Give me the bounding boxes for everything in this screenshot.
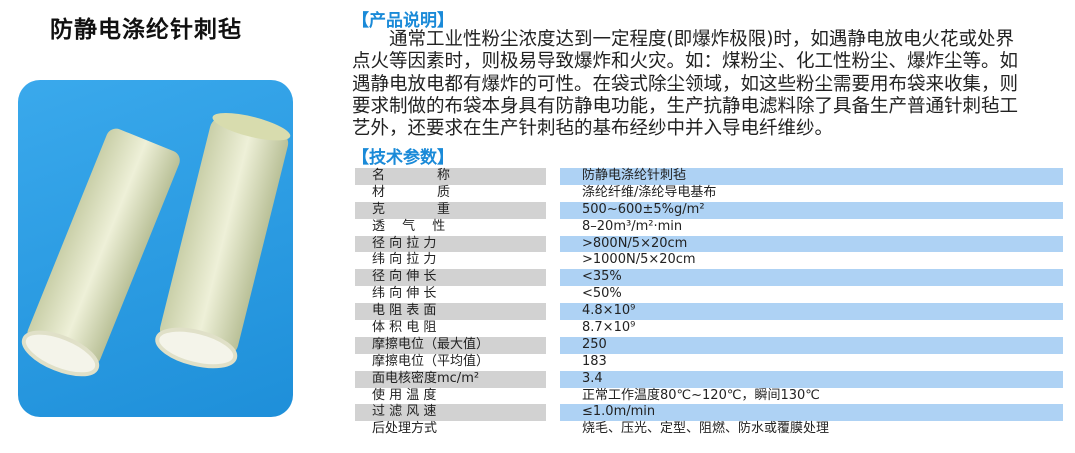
spec-label: 克 重 [355, 201, 546, 219]
spec-label: 体 积 电 阻 [372, 320, 437, 336]
spec-label: 使 用 温 度 [372, 387, 437, 403]
description-line: 通常工业性粉尘浓度达到一定程度(即爆炸极限)时，如遇静电放电火花或处界 [352, 29, 1014, 50]
spec-value: 183 [582, 353, 607, 369]
spec-label: 纬 向 伸 长 [372, 286, 437, 302]
product-photo [18, 80, 293, 417]
description-line: 要求制做的布袋本身具有防静电功能，生产抗静电滤料除了具备生产普通针刺毡工 [352, 95, 1019, 117]
spec-row: 体 积 电 阻 8.7×10⁹ [355, 320, 1063, 337]
spec-label: 过 滤 风 速 [355, 404, 546, 422]
spec-row: 过 滤 风 速 ≤1.0m/min [355, 404, 1063, 422]
spec-label: 面电核密度mc/m² [355, 370, 546, 388]
spec-value: 4.8×10⁹ [560, 303, 1063, 321]
spec-value: ≤1.0m/min [560, 404, 1063, 422]
spec-value: 烧毛、压光、定型、阻燃、防水或覆膜处理 [582, 421, 830, 437]
spec-value: >1000N/5×20cm [582, 252, 696, 268]
spec-label: 径 向 拉 力 [355, 235, 546, 253]
spec-row: 径 向 伸 长 <35% [355, 269, 1063, 287]
spec-value: 防静电涤纶针刺毡 [560, 168, 1063, 185]
product-title: 防静电涤纶针刺毡 [50, 17, 242, 43]
spec-row: 名 称防静电涤纶针刺毡 [355, 168, 1063, 185]
spec-label: 透 气 性 [372, 218, 446, 234]
spec-label: 电 阻 表 面 [355, 303, 546, 321]
spec-row: 克 重 500~600±5%g/m² [355, 201, 1063, 219]
spec-value: 8.7×10⁹ [582, 320, 636, 336]
spec-value: 8–20m³/m²·min [582, 218, 683, 234]
spec-label: 径 向 伸 长 [355, 269, 546, 287]
spec-row: 材 质 涤纶纤维/涤纶导电基布 [355, 185, 1063, 202]
spec-value: >800N/5×20cm [560, 235, 1063, 253]
spec-label: 纬 向 拉 力 [372, 252, 437, 268]
spec-row: 径 向 拉 力 >800N/5×20cm [355, 235, 1063, 253]
spec-label: 后处理方式 [372, 421, 438, 437]
spec-label: 名 称 [355, 168, 546, 185]
spec-value: <35% [560, 269, 1063, 287]
description-text: 通常工业性粉尘浓度达到一定程度(即爆炸极限)时，如遇静电放电火花或处界 点火等因… [352, 29, 1064, 140]
description-line: 点火等因素时，则极易导致爆炸和火灾。如：煤粉尘、化工性粉尘、爆炸尘等。如 [352, 51, 1019, 73]
spec-row: 电 阻 表 面 4.8×10⁹ [355, 303, 1063, 321]
spec-value: <50% [582, 286, 622, 302]
spec-row: 后处理方式 烧毛、压光、定型、阻燃、防水或覆膜处理 [355, 421, 1063, 438]
spec-row: 摩擦电位（平均值） 183 [355, 354, 1063, 371]
spec-row: 使 用 温 度 正常工作温度80℃~120℃，瞬间130℃ [355, 388, 1063, 405]
specs-header: 【技术参数】 [352, 148, 454, 168]
spec-row: 摩擦电位（最大值） 250 [355, 336, 1063, 354]
description-line: 遇静电放电都有爆炸的可性。在袋式除尘领域，如这些粉尘需要用布袋来收集，则 [352, 73, 1019, 95]
spec-value: 250 [560, 336, 1063, 354]
spec-value: 正常工作温度80℃~120℃，瞬间130℃ [582, 387, 820, 403]
spec-label: 材 质 [372, 184, 451, 200]
specs-table: 名 称防静电涤纶针刺毡材 质涤纶纤维/涤纶导电基布克 重 500~600±5%g/… [355, 168, 1063, 438]
spec-value: 3.4 [560, 370, 1063, 388]
spec-label: 摩擦电位（平均值） [372, 353, 490, 369]
spec-value: 500~600±5%g/m² [560, 201, 1063, 219]
spec-label: 摩擦电位（最大值） [355, 336, 546, 354]
spec-value: 涤纶纤维/涤纶导电基布 [582, 184, 717, 200]
spec-row: 面电核密度mc/m² 3.4 [355, 370, 1063, 388]
spec-row: 纬 向 拉 力 >1000N/5×20cm [355, 252, 1063, 269]
filter-bag-image [21, 113, 291, 377]
description-header: 【产品说明】 [352, 11, 454, 31]
description-line: 艺外，还要求在生产针刺毡的基布经纱中并入导电纤维纱。 [352, 118, 834, 140]
spec-row: 透 气 性 8–20m³/m²·min [355, 219, 1063, 236]
spec-row: 纬 向 伸 长 <50% [355, 286, 1063, 303]
